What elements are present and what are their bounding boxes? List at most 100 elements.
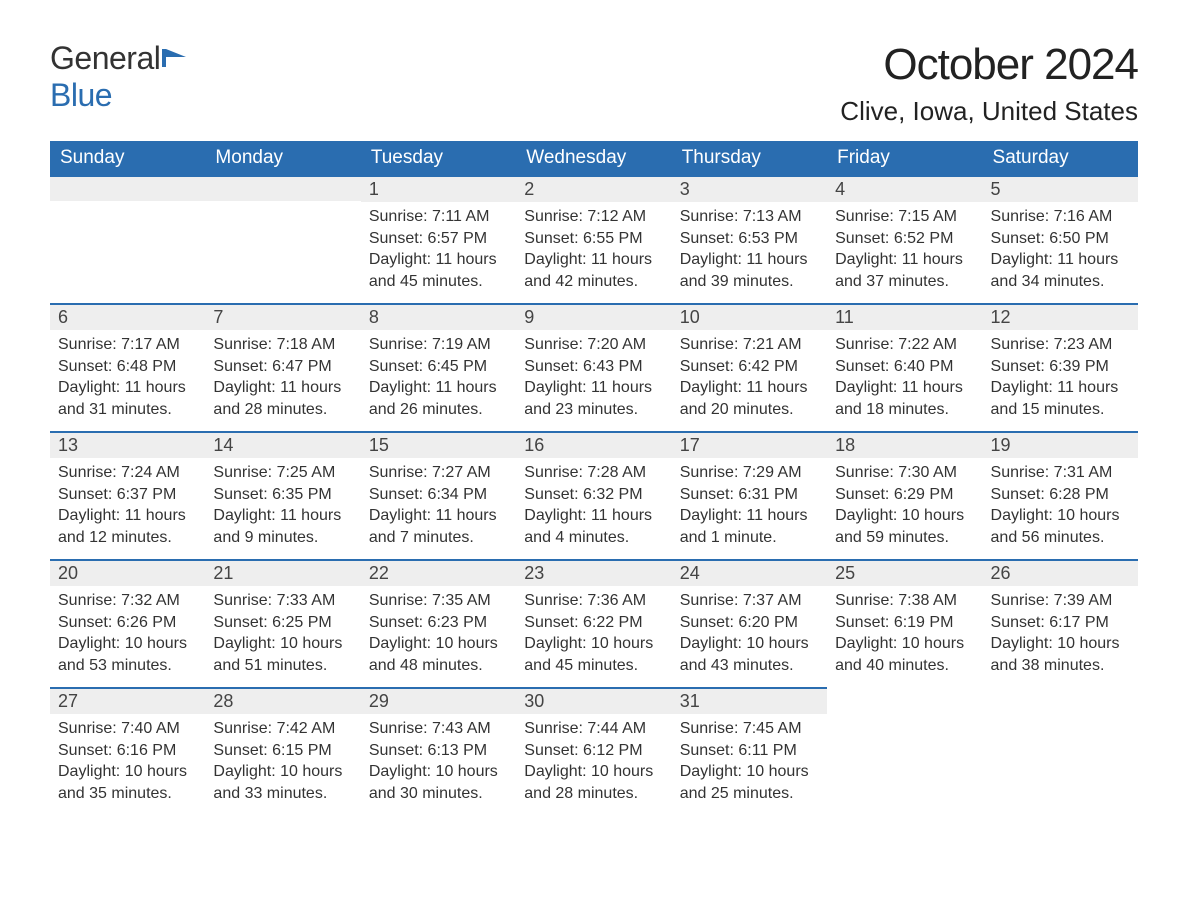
day-number: 29 xyxy=(361,687,516,714)
calendar-day-cell: 18Sunrise: 7:30 AMSunset: 6:29 PMDayligh… xyxy=(827,431,982,559)
weekday-header: Wednesday xyxy=(516,141,671,175)
day-number: 10 xyxy=(672,303,827,330)
daylight-line: Daylight: 10 hours and 30 minutes. xyxy=(369,761,508,804)
calendar-day-cell: 26Sunrise: 7:39 AMSunset: 6:17 PMDayligh… xyxy=(983,559,1138,687)
day-number: 3 xyxy=(672,175,827,202)
daylight-line: Daylight: 11 hours and 39 minutes. xyxy=(680,249,819,292)
sunrise-line: Sunrise: 7:18 AM xyxy=(213,334,352,356)
day-number: 4 xyxy=(827,175,982,202)
calendar-body: 1Sunrise: 7:11 AMSunset: 6:57 PMDaylight… xyxy=(50,175,1138,815)
weekday-header: Saturday xyxy=(983,141,1138,175)
header: General Blue October 2024 Clive, Iowa, U… xyxy=(50,40,1138,127)
sunset-line: Sunset: 6:11 PM xyxy=(680,740,819,762)
sunset-line: Sunset: 6:25 PM xyxy=(213,612,352,634)
logo-text-general: General xyxy=(50,40,160,76)
weekday-header: Friday xyxy=(827,141,982,175)
day-body: Sunrise: 7:38 AMSunset: 6:19 PMDaylight:… xyxy=(827,586,982,686)
day-body: Sunrise: 7:15 AMSunset: 6:52 PMDaylight:… xyxy=(827,202,982,302)
calendar-week-row: 20Sunrise: 7:32 AMSunset: 6:26 PMDayligh… xyxy=(50,559,1138,687)
calendar-week-row: 13Sunrise: 7:24 AMSunset: 6:37 PMDayligh… xyxy=(50,431,1138,559)
day-number: 21 xyxy=(205,559,360,586)
day-number: 20 xyxy=(50,559,205,586)
sunset-line: Sunset: 6:26 PM xyxy=(58,612,197,634)
day-body: Sunrise: 7:11 AMSunset: 6:57 PMDaylight:… xyxy=(361,202,516,302)
calendar-day-cell: 10Sunrise: 7:21 AMSunset: 6:42 PMDayligh… xyxy=(672,303,827,431)
day-body: Sunrise: 7:17 AMSunset: 6:48 PMDaylight:… xyxy=(50,330,205,430)
sunset-line: Sunset: 6:53 PM xyxy=(680,228,819,250)
daylight-line: Daylight: 10 hours and 40 minutes. xyxy=(835,633,974,676)
sunrise-line: Sunrise: 7:21 AM xyxy=(680,334,819,356)
daylight-line: Daylight: 11 hours and 26 minutes. xyxy=(369,377,508,420)
daylight-line: Daylight: 11 hours and 4 minutes. xyxy=(524,505,663,548)
daylight-line: Daylight: 11 hours and 37 minutes. xyxy=(835,249,974,292)
calendar-day-cell: 28Sunrise: 7:42 AMSunset: 6:15 PMDayligh… xyxy=(205,687,360,815)
sunset-line: Sunset: 6:12 PM xyxy=(524,740,663,762)
daylight-line: Daylight: 10 hours and 45 minutes. xyxy=(524,633,663,676)
day-number: 25 xyxy=(827,559,982,586)
sunrise-line: Sunrise: 7:11 AM xyxy=(369,206,508,228)
calendar-day-cell xyxy=(983,687,1138,815)
day-body: Sunrise: 7:35 AMSunset: 6:23 PMDaylight:… xyxy=(361,586,516,686)
calendar-day-cell: 21Sunrise: 7:33 AMSunset: 6:25 PMDayligh… xyxy=(205,559,360,687)
day-number: 5 xyxy=(983,175,1138,202)
calendar-day-cell: 20Sunrise: 7:32 AMSunset: 6:26 PMDayligh… xyxy=(50,559,205,687)
sunset-line: Sunset: 6:39 PM xyxy=(991,356,1130,378)
calendar-day-cell: 22Sunrise: 7:35 AMSunset: 6:23 PMDayligh… xyxy=(361,559,516,687)
calendar-day-cell: 3Sunrise: 7:13 AMSunset: 6:53 PMDaylight… xyxy=(672,175,827,303)
calendar-day-cell: 24Sunrise: 7:37 AMSunset: 6:20 PMDayligh… xyxy=(672,559,827,687)
day-body: Sunrise: 7:32 AMSunset: 6:26 PMDaylight:… xyxy=(50,586,205,686)
calendar-day-cell: 13Sunrise: 7:24 AMSunset: 6:37 PMDayligh… xyxy=(50,431,205,559)
sunrise-line: Sunrise: 7:43 AM xyxy=(369,718,508,740)
sunrise-line: Sunrise: 7:24 AM xyxy=(58,462,197,484)
sunrise-line: Sunrise: 7:45 AM xyxy=(680,718,819,740)
sunrise-line: Sunrise: 7:32 AM xyxy=(58,590,197,612)
day-number: 26 xyxy=(983,559,1138,586)
weekday-header: Sunday xyxy=(50,141,205,175)
calendar-week-row: 6Sunrise: 7:17 AMSunset: 6:48 PMDaylight… xyxy=(50,303,1138,431)
sunrise-line: Sunrise: 7:17 AM xyxy=(58,334,197,356)
sunrise-line: Sunrise: 7:37 AM xyxy=(680,590,819,612)
daylight-line: Daylight: 10 hours and 38 minutes. xyxy=(991,633,1130,676)
sunset-line: Sunset: 6:31 PM xyxy=(680,484,819,506)
sunrise-line: Sunrise: 7:39 AM xyxy=(991,590,1130,612)
calendar-day-cell: 29 Sunrise: 7:43 AMSunset: 6:13 PMDayligh… xyxy=(361,687,516,815)
day-body: Sunrise: 7:31 AMSunset: 6:28 PMDaylight:… xyxy=(983,458,1138,558)
daylight-line: Daylight: 11 hours and 7 minutes. xyxy=(369,505,508,548)
day-body: Sunrise: 7:39 AMSunset: 6:17 PMDaylight:… xyxy=(983,586,1138,686)
calendar-day-cell: 5Sunrise: 7:16 AMSunset: 6:50 PMDaylight… xyxy=(983,175,1138,303)
calendar-day-cell: 16Sunrise: 7:28 AMSunset: 6:32 PMDayligh… xyxy=(516,431,671,559)
logo-text-blue: Blue xyxy=(50,77,112,113)
calendar-day-cell: 30Sunrise: 7:44 AMSunset: 6:12 PMDayligh… xyxy=(516,687,671,815)
sunset-line: Sunset: 6:13 PM xyxy=(369,740,508,762)
daylight-line: Daylight: 11 hours and 42 minutes. xyxy=(524,249,663,292)
sunrise-line: Sunrise: 7:22 AM xyxy=(835,334,974,356)
sunset-line: Sunset: 6:35 PM xyxy=(213,484,352,506)
sunset-line: Sunset: 6:32 PM xyxy=(524,484,663,506)
weekday-header: Tuesday xyxy=(361,141,516,175)
day-number: 18 xyxy=(827,431,982,458)
sunset-line: Sunset: 6:15 PM xyxy=(213,740,352,762)
calendar-day-cell: 17Sunrise: 7:29 AMSunset: 6:31 PMDayligh… xyxy=(672,431,827,559)
calendar-day-cell: 11Sunrise: 7:22 AMSunset: 6:40 PMDayligh… xyxy=(827,303,982,431)
sunset-line: Sunset: 6:52 PM xyxy=(835,228,974,250)
daylight-line: Daylight: 11 hours and 20 minutes. xyxy=(680,377,819,420)
sunrise-line: Sunrise: 7:44 AM xyxy=(524,718,663,740)
sunrise-line: Sunrise: 7:19 AM xyxy=(369,334,508,356)
day-body: Sunrise: 7:45 AMSunset: 6:11 PMDaylight:… xyxy=(672,714,827,814)
empty-daynum xyxy=(50,175,205,201)
calendar-day-cell: 4Sunrise: 7:15 AMSunset: 6:52 PMDaylight… xyxy=(827,175,982,303)
day-body: Sunrise: 7:29 AMSunset: 6:31 PMDaylight:… xyxy=(672,458,827,558)
day-body: Sunrise: 7:12 AMSunset: 6:55 PMDaylight:… xyxy=(516,202,671,302)
day-number: 23 xyxy=(516,559,671,586)
sunset-line: Sunset: 6:17 PM xyxy=(991,612,1130,634)
sunset-line: Sunset: 6:28 PM xyxy=(991,484,1130,506)
day-body: Sunrise: 7:44 AMSunset: 6:12 PMDaylight:… xyxy=(516,714,671,814)
sunrise-line: Sunrise: 7:12 AM xyxy=(524,206,663,228)
day-body: Sunrise: 7:21 AMSunset: 6:42 PMDaylight:… xyxy=(672,330,827,430)
daylight-line: Daylight: 11 hours and 28 minutes. xyxy=(213,377,352,420)
daylight-line: Daylight: 10 hours and 59 minutes. xyxy=(835,505,974,548)
day-body: Sunrise: 7:24 AMSunset: 6:37 PMDaylight:… xyxy=(50,458,205,558)
daylight-line: Daylight: 10 hours and 25 minutes. xyxy=(680,761,819,804)
calendar-day-cell: 31Sunrise: 7:45 AMSunset: 6:11 PMDayligh… xyxy=(672,687,827,815)
sunrise-line: Sunrise: 7:15 AM xyxy=(835,206,974,228)
